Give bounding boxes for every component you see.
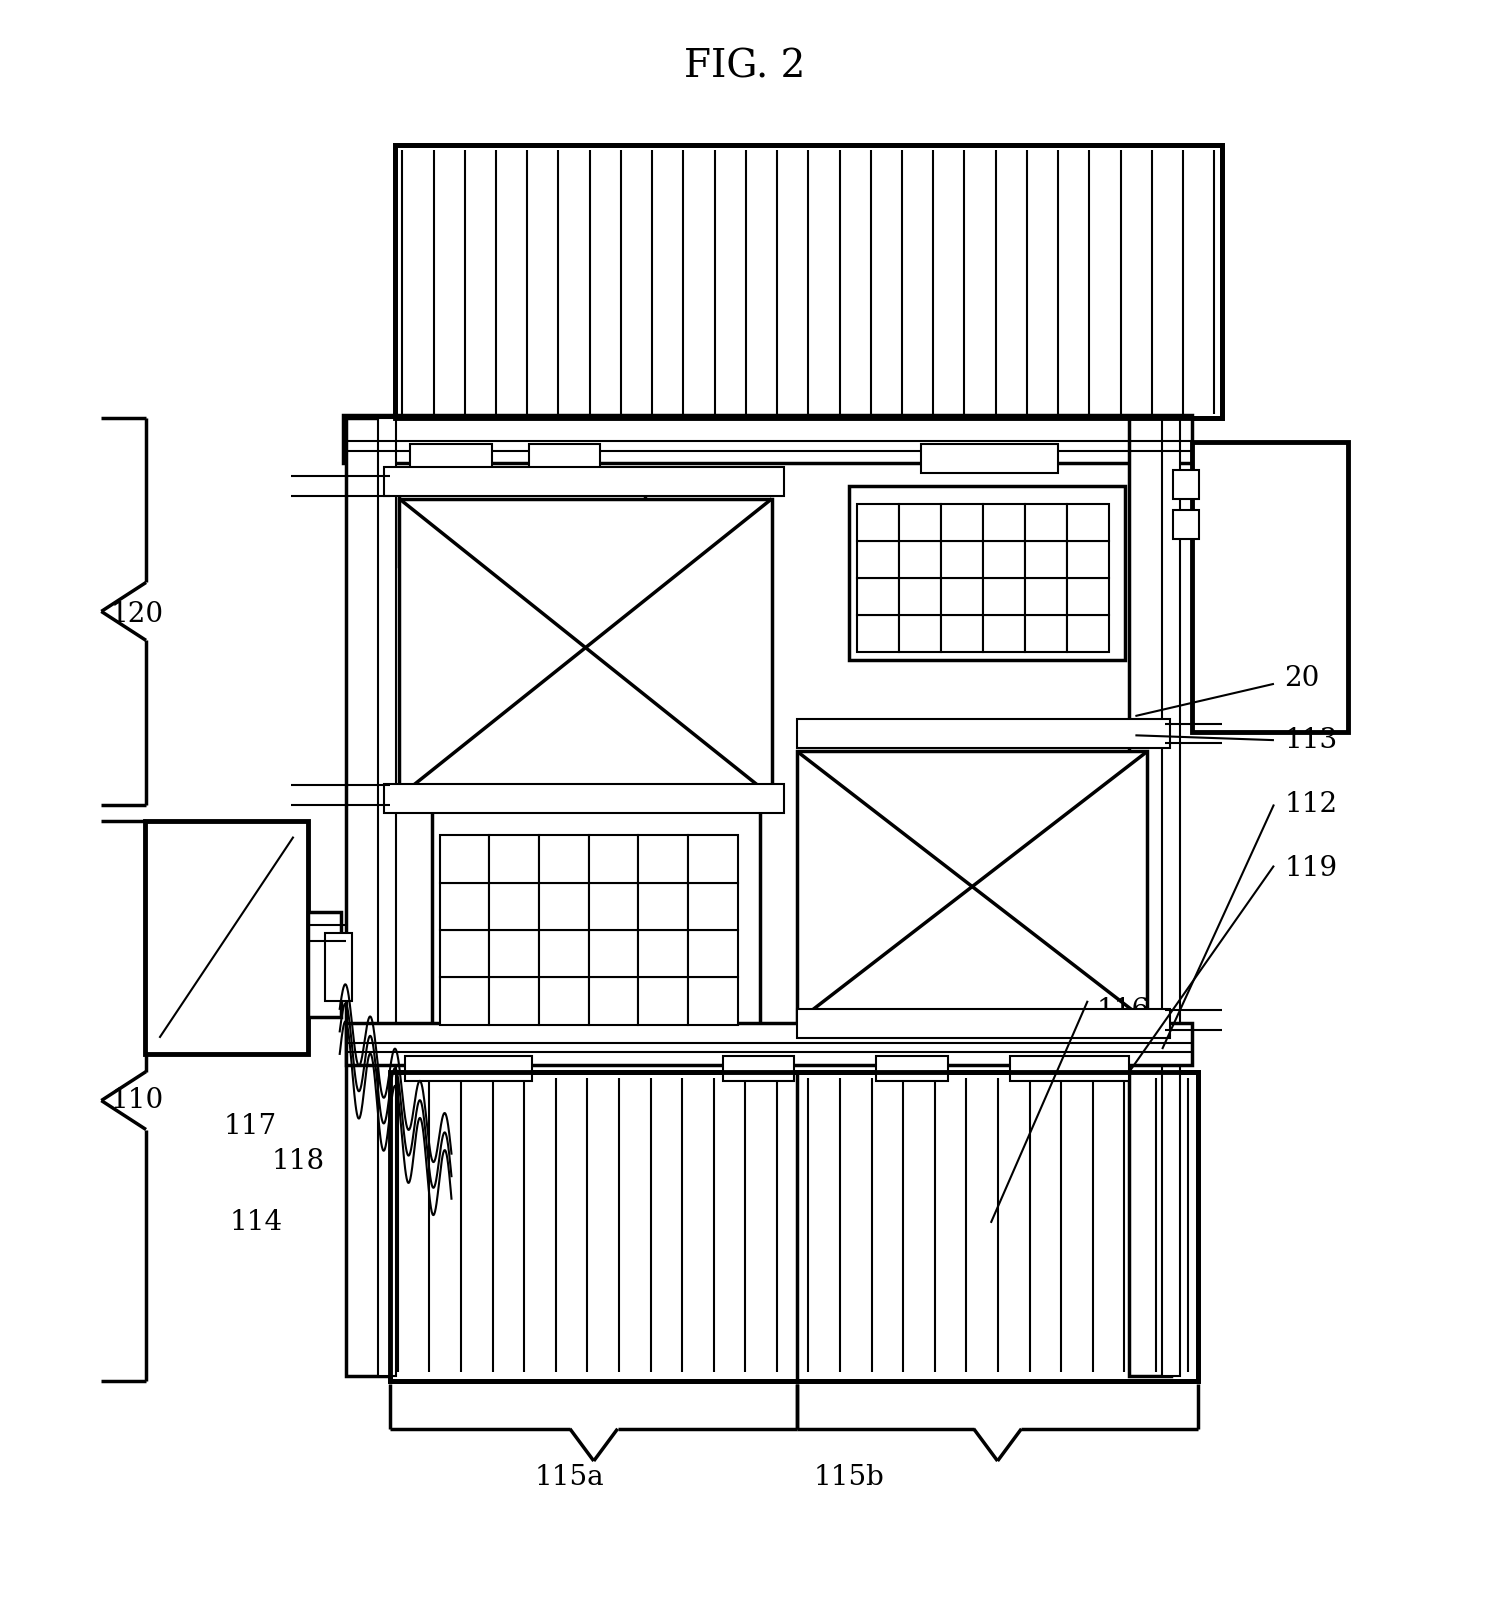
Bar [857, 541, 898, 578]
Bar [489, 978, 539, 1025]
Bar [399, 499, 772, 796]
Bar [390, 1072, 1198, 1381]
Bar [688, 930, 738, 978]
Bar [1067, 504, 1109, 541]
Bar [1010, 1056, 1129, 1081]
Text: FIG. 2: FIG. 2 [684, 48, 806, 85]
Bar [940, 541, 983, 578]
Text: 20: 20 [1284, 666, 1320, 692]
Text: 113: 113 [1284, 727, 1338, 753]
Bar [489, 930, 539, 978]
Bar [940, 578, 983, 615]
Bar [390, 1072, 1198, 1381]
Bar [145, 821, 308, 1054]
Bar [898, 504, 940, 541]
Bar [539, 835, 589, 882]
Bar [343, 415, 1192, 463]
Text: 117: 117 [224, 1113, 277, 1139]
Bar [857, 578, 898, 615]
Bar [346, 1023, 1192, 1065]
Bar [638, 882, 688, 930]
Bar [440, 882, 489, 930]
Bar [1173, 510, 1199, 539]
Bar [983, 541, 1025, 578]
Bar [440, 978, 489, 1025]
Bar [797, 751, 1147, 1022]
Bar [1173, 470, 1199, 499]
Text: 112: 112 [1284, 792, 1338, 817]
Bar [1067, 541, 1109, 578]
Bar [921, 444, 1058, 473]
Bar [589, 882, 638, 930]
Bar [898, 578, 940, 615]
Bar [589, 930, 638, 978]
Bar [539, 882, 589, 930]
Bar [440, 930, 489, 978]
Bar [898, 541, 940, 578]
Bar [857, 615, 898, 652]
Bar [638, 978, 688, 1025]
Bar [489, 835, 539, 882]
Bar [688, 978, 738, 1025]
Bar [325, 933, 352, 1001]
Bar [1129, 418, 1171, 1376]
Bar [638, 835, 688, 882]
Bar [308, 912, 341, 1017]
Bar [384, 784, 784, 813]
Bar [898, 615, 940, 652]
Bar [797, 719, 1170, 748]
Bar [539, 930, 589, 978]
Bar [688, 835, 738, 882]
Bar [432, 811, 760, 1033]
Bar [405, 1056, 532, 1081]
Text: 115a: 115a [535, 1464, 603, 1490]
Text: 115b: 115b [814, 1464, 885, 1490]
Bar [346, 418, 387, 1376]
Text: 110: 110 [110, 1088, 164, 1113]
Bar [638, 930, 688, 978]
Bar [797, 1009, 1170, 1038]
Bar [399, 478, 645, 566]
Bar [940, 615, 983, 652]
Text: 118: 118 [271, 1149, 325, 1175]
Bar [489, 882, 539, 930]
Bar [983, 615, 1025, 652]
Bar [876, 1056, 948, 1081]
Bar [940, 504, 983, 541]
Bar [589, 835, 638, 882]
Bar [849, 486, 1125, 660]
Bar [1025, 504, 1067, 541]
Text: 116: 116 [1097, 998, 1150, 1023]
Bar [410, 444, 492, 473]
Bar [983, 578, 1025, 615]
Bar [440, 835, 489, 882]
Bar [384, 467, 784, 496]
Bar [395, 145, 1222, 418]
Bar [1192, 442, 1348, 732]
Text: 114: 114 [229, 1210, 283, 1236]
Bar [1025, 578, 1067, 615]
Text: 120: 120 [110, 602, 164, 628]
Bar [857, 504, 898, 541]
Bar [1025, 615, 1067, 652]
Bar [1162, 418, 1180, 1376]
Bar [1067, 615, 1109, 652]
Text: 119: 119 [1284, 856, 1338, 882]
Bar [378, 418, 396, 1376]
Bar [395, 145, 1222, 418]
Bar [1067, 578, 1109, 615]
Bar [529, 444, 600, 473]
Bar [723, 1056, 794, 1081]
Bar [1025, 541, 1067, 578]
Bar [539, 978, 589, 1025]
Bar [589, 978, 638, 1025]
Bar [688, 882, 738, 930]
Bar [983, 504, 1025, 541]
